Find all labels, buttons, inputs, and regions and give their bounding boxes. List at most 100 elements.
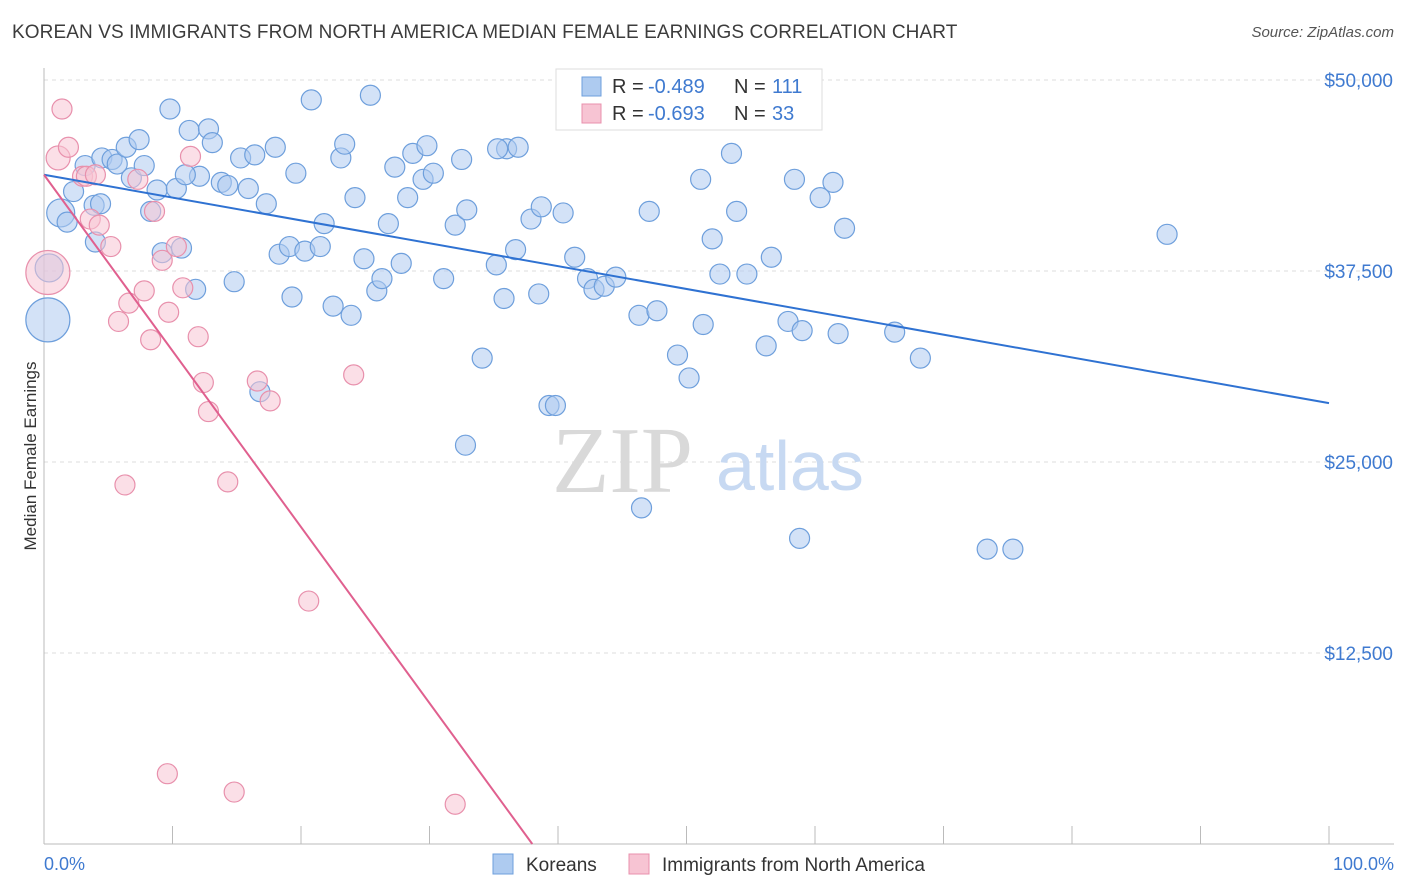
y-axis-label: Median Female Earnings (21, 362, 40, 551)
legend-n-label-2: N = (734, 103, 766, 125)
y-tick-label: $50,000 (1324, 71, 1393, 92)
bottom-legend: Koreans Immigrants from North America (492, 853, 925, 876)
korean-point (726, 200, 748, 223)
korean-point (397, 187, 419, 209)
korean-point (493, 287, 515, 310)
korean-point (788, 527, 811, 550)
korean-point (454, 434, 477, 456)
trend-lines (43, 173, 1330, 845)
korean-point (106, 153, 128, 175)
immigrant-point (172, 277, 194, 299)
korean-point (544, 394, 567, 417)
korean-point (353, 248, 375, 270)
immigrant-point (217, 471, 239, 493)
series-immigrants (25, 98, 466, 815)
korean-point (223, 271, 245, 293)
korean-point (25, 297, 71, 343)
legend-r-label-2: R = (612, 103, 644, 125)
immigrant-point (259, 390, 281, 412)
immigrant-point (51, 98, 73, 120)
immigrant-point (100, 235, 122, 258)
korean-point (564, 246, 586, 268)
y-tick-label: $12,500 (1324, 644, 1393, 665)
legend-swatch-koreans (581, 76, 602, 97)
korean-point (390, 252, 412, 274)
korean-point (178, 119, 200, 142)
korean-point (281, 286, 303, 308)
watermark-zip: ZIP (552, 409, 693, 513)
immigrant-point (165, 235, 187, 258)
y-tick-label: $37,500 (1324, 262, 1393, 283)
korean-point (322, 295, 344, 317)
korean-point (1156, 223, 1178, 245)
korean-point (217, 174, 239, 197)
korean-point (487, 138, 509, 160)
immigrant-point (133, 280, 155, 302)
korean-point (285, 162, 307, 184)
chart-title: KOREAN VS IMMIGRANTS FROM NORTH AMERICA … (12, 22, 958, 43)
bottom-legend-label-koreans: Koreans (526, 855, 597, 876)
legend-r-value-1: -0.489 (648, 76, 705, 98)
korean-point (709, 263, 731, 285)
immigrant-point (114, 474, 136, 496)
korean-point (451, 148, 473, 171)
korean-point (237, 177, 259, 200)
korean-point (309, 235, 331, 258)
korean-point (528, 283, 550, 305)
bottom-legend-swatch-immigrants (628, 853, 650, 875)
korean-point (628, 304, 650, 326)
immigrant-point (143, 200, 166, 223)
korean-point (340, 304, 362, 326)
korean-point (646, 300, 668, 322)
korean-point (630, 497, 653, 519)
immigrant-point (444, 793, 466, 815)
watermark-atlas: atlas (716, 427, 864, 505)
korean-point (736, 263, 758, 285)
korean-point (783, 168, 806, 190)
immigrant-point (223, 781, 245, 803)
korean-point (666, 344, 689, 366)
korean-point (471, 347, 493, 369)
korean-point (359, 84, 381, 106)
korean-point (371, 268, 393, 290)
korean-point (255, 193, 277, 215)
korean-point (552, 202, 574, 224)
korean-point (344, 187, 366, 209)
korean-point (56, 211, 78, 233)
immigrant-point (187, 326, 209, 348)
koreans-trend-line (43, 173, 1330, 405)
korean-point (678, 367, 700, 389)
korean-point (300, 89, 322, 111)
korean-point (201, 132, 223, 154)
korean-point (244, 144, 266, 166)
korean-point (755, 335, 777, 357)
korean-point (264, 136, 286, 158)
korean-point (809, 187, 831, 209)
korean-point (507, 136, 529, 158)
legend-swatch-immigrants (581, 103, 602, 124)
korean-point (701, 228, 723, 250)
immigrant-point (246, 370, 268, 392)
x-axis-ticks (43, 826, 1330, 844)
immigrant-point (88, 214, 110, 236)
korean-point (720, 142, 743, 164)
immigrant-point (107, 310, 130, 333)
korean-point (827, 323, 849, 345)
korean-point (422, 162, 444, 184)
legend-r-label-1: R = (612, 76, 644, 98)
korean-point (444, 214, 466, 236)
bottom-legend-label-immigrants: Immigrants from North America (662, 855, 925, 876)
legend-n-label-1: N = (734, 76, 766, 98)
y-tick-label: $25,000 (1324, 453, 1393, 474)
immigrant-point (158, 301, 180, 323)
immigrant-point (151, 249, 173, 271)
immigrant-point (298, 590, 320, 612)
immigrant-point (127, 168, 149, 190)
korean-point (384, 156, 406, 178)
legend-n-value-1: 111 (772, 76, 802, 98)
korean-point (159, 98, 181, 120)
korean-point (976, 538, 998, 560)
korean-point (174, 164, 196, 186)
korean-point (433, 268, 455, 290)
korean-point (89, 193, 112, 215)
